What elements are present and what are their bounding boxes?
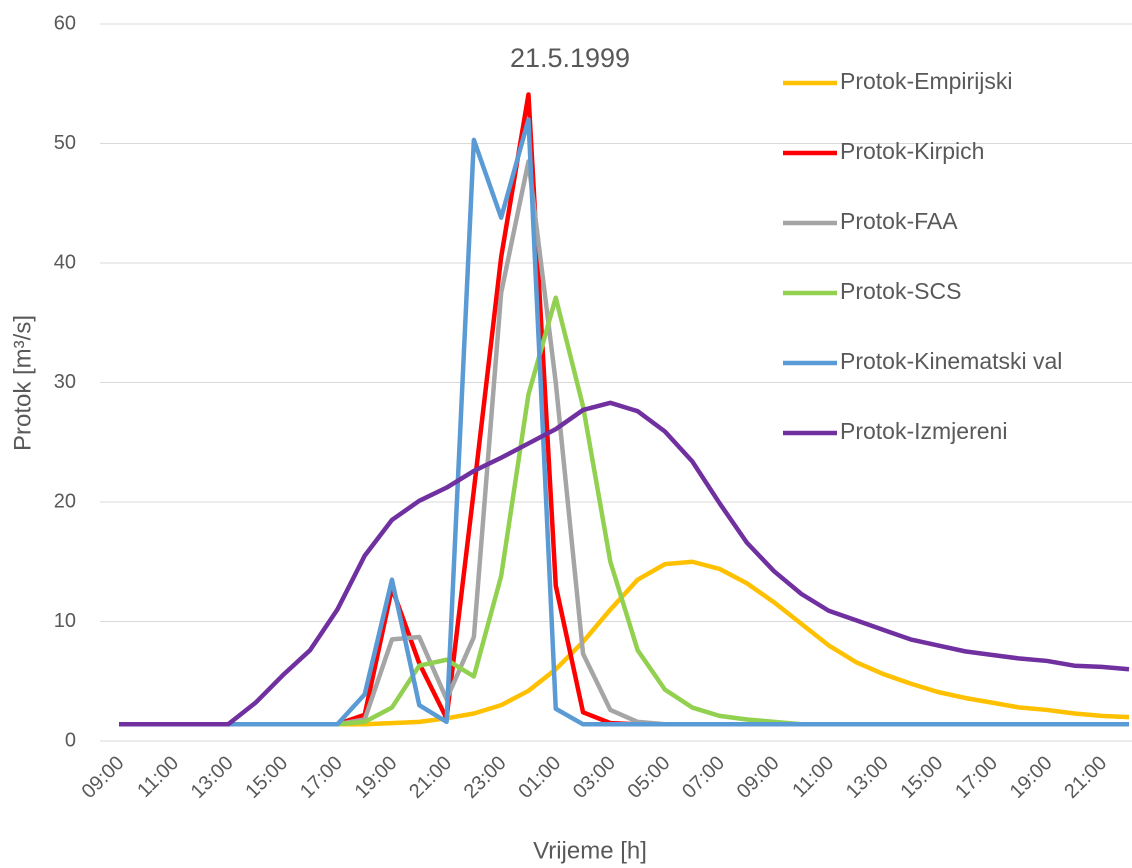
x-tick-label: 17:00 [296,752,347,803]
x-tick-label: 09:00 [78,752,129,803]
legend-label: Protok-SCS [840,278,961,304]
y-tick-label: 0 [65,729,76,751]
y-axis-title: Protok [m³/s] [9,315,36,451]
x-tick-label: 07:00 [678,752,729,803]
y-tick-label: 10 [54,610,76,632]
x-tick-label: 03:00 [569,752,620,803]
x-tick-label: 05:00 [624,752,675,803]
x-tick-label: 11:00 [133,752,183,802]
x-tick-label: 23:00 [460,752,511,803]
x-tick-label: 21:00 [405,752,456,803]
x-tick-label: 17:00 [951,752,1002,803]
series-line [119,117,1129,727]
x-tick-label: 15:00 [896,752,947,803]
x-tick-label: 09:00 [733,752,784,803]
x-tick-label: 19:00 [351,752,402,803]
series-line [119,400,1130,727]
x-axis-title: Vrijeme [h] [533,837,647,864]
legend-label: Protok-Izmjereni [840,418,1007,444]
y-tick-label: 30 [54,371,76,393]
y-tick-label: 40 [54,251,76,273]
x-tick-label: 11:00 [788,752,838,802]
chart-title: 21.5.1999 [510,43,630,73]
series-line [119,92,1129,727]
legend-label: Protok-FAA [840,208,958,234]
legend-label: Protok-Kirpich [840,138,984,164]
y-tick-label: 60 [54,12,76,34]
legend-label: Protok-Kinematski val [840,348,1062,374]
x-tick-label: 21:00 [1060,752,1111,803]
x-tick-label: 19:00 [1006,752,1057,803]
legend-label: Protok-Empirijski [840,68,1013,94]
x-tick-label: 13:00 [187,752,238,803]
series-line [119,559,1130,727]
y-tick-label: 20 [54,490,76,512]
x-tick-label: 01:00 [514,752,565,803]
y-tick-label: 50 [54,132,76,154]
x-tick-label: 13:00 [842,752,893,803]
x-tick-label: 15:00 [241,752,292,803]
